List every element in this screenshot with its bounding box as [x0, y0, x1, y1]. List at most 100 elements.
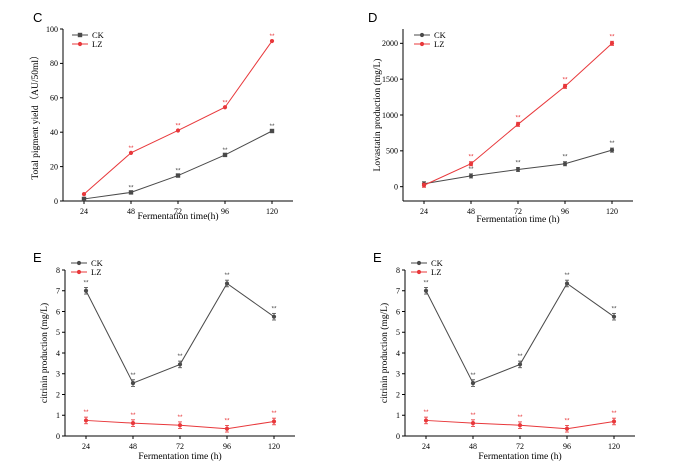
legend-label-lz: LZ [431, 267, 441, 277]
significance-label: ** [271, 410, 277, 417]
significance-label: ** [562, 154, 568, 161]
significance-label: ** [224, 272, 230, 279]
series-lz: ** ** ** ** ** [423, 409, 617, 433]
y-tick-label: 80 [50, 59, 58, 68]
data-point [224, 426, 230, 431]
y-tick-label: 1 [56, 411, 60, 420]
series-ck: ** ** ** ** ** [423, 272, 617, 387]
y-tick-label: 1000 [382, 111, 398, 120]
data-point [128, 190, 134, 195]
y-tick-label: 7 [396, 287, 400, 296]
x-tick-label: 96 [561, 207, 569, 216]
panel-letter: C [33, 10, 42, 25]
series-lz: ** ** ** ** [81, 33, 275, 197]
series-line [85, 282, 275, 384]
significance-label: ** [222, 99, 228, 106]
chart-panel-3: E 0 1 2 3 4 5 6 7 8 24 48 72 96 120 Fermentation time (… [33, 250, 295, 462]
significance-label: ** [609, 140, 615, 147]
significance-label: ** [175, 122, 181, 129]
significance-label: ** [271, 305, 277, 312]
y-tick-label: 6 [56, 307, 60, 316]
series-line [83, 130, 273, 200]
significance-label: ** [128, 184, 134, 191]
x-tick-label: 48 [129, 442, 137, 451]
y-tick-label: 8 [396, 266, 400, 275]
data-point [611, 419, 617, 424]
x-tick-label: 120 [266, 207, 278, 216]
y-tick-label: 0 [56, 432, 60, 441]
y-tick-label: 1500 [382, 75, 398, 84]
y-tick-label: 20 [50, 162, 58, 171]
data-point [564, 426, 570, 431]
significance-label: ** [177, 414, 183, 421]
significance-label: ** [224, 417, 230, 424]
y-tick-label: 5 [396, 328, 400, 337]
legend-label-lz: LZ [92, 39, 102, 49]
y-tick-label: 0 [394, 182, 398, 191]
data-point [130, 380, 136, 386]
x-tick-label: 48 [469, 442, 477, 451]
data-point [177, 423, 183, 428]
legend-label-lz: LZ [434, 39, 444, 49]
x-tick-label: 24 [80, 207, 88, 216]
chart-panel-1: C 0 20 40 60 80 100 24 48 72 96 120 Fermentation tim… [29, 10, 293, 222]
data-point [611, 314, 617, 319]
series-line [423, 149, 613, 185]
legend-label-lz: LZ [91, 267, 101, 277]
significance-label: ** [423, 409, 429, 416]
x-tick-label: 120 [268, 442, 280, 451]
x-axis-title: Fermentation time (h) [138, 451, 221, 462]
significance-label: ** [222, 147, 228, 154]
y-axis-title: citrinin production (mg/L) [379, 303, 390, 403]
x-tick-label: 72 [174, 207, 182, 216]
significance-label: ** [468, 166, 474, 173]
x-tick-label: 96 [563, 442, 571, 451]
significance-label: ** [128, 145, 134, 152]
significance-label: ** [517, 414, 523, 421]
series-ck: ** ** ** ** [81, 123, 275, 202]
data-point [609, 148, 615, 153]
legend-marker [416, 260, 422, 266]
data-point [83, 288, 89, 293]
significance-label: ** [83, 409, 89, 416]
y-tick-label: 3 [396, 370, 400, 379]
y-axis-title: Lovastatin production (mg/L) [372, 59, 383, 172]
x-tick-label: 96 [223, 442, 231, 451]
y-tick-label: 5 [56, 328, 60, 337]
series-line [425, 282, 615, 384]
panel-letter: E [33, 250, 42, 265]
y-tick-label: 2 [56, 390, 60, 399]
data-point [421, 183, 427, 188]
significance-label: ** [611, 305, 617, 312]
data-point [468, 161, 474, 166]
panel-letter: D [368, 10, 377, 25]
data-point [175, 128, 181, 133]
x-tick-label: 24 [82, 442, 90, 451]
x-axis-title: Fermentation time (h) [476, 214, 559, 225]
data-point [222, 152, 228, 158]
x-tick-label: 24 [420, 207, 428, 216]
y-tick-label: 100 [46, 25, 58, 34]
legend-marker [416, 269, 422, 275]
series-lz: ** ** ** ** ** [83, 409, 277, 433]
y-tick-label: 60 [50, 94, 58, 103]
legend-label-ck: CK [431, 258, 444, 268]
data-point [269, 128, 275, 134]
significance-label: ** [517, 353, 523, 360]
significance-label: ** [177, 353, 183, 360]
series-ck: ** ** ** ** [421, 140, 615, 187]
y-tick-label: 2 [396, 390, 400, 399]
significance-label: ** [130, 372, 136, 379]
legend-marker [76, 269, 82, 275]
y-tick-label: 4 [56, 349, 60, 358]
significance-label: ** [515, 114, 521, 121]
series-ck: ** ** ** ** ** [83, 272, 277, 387]
data-point [517, 423, 523, 428]
significance-label: ** [564, 417, 570, 424]
data-point [177, 362, 183, 367]
data-point [517, 362, 523, 367]
